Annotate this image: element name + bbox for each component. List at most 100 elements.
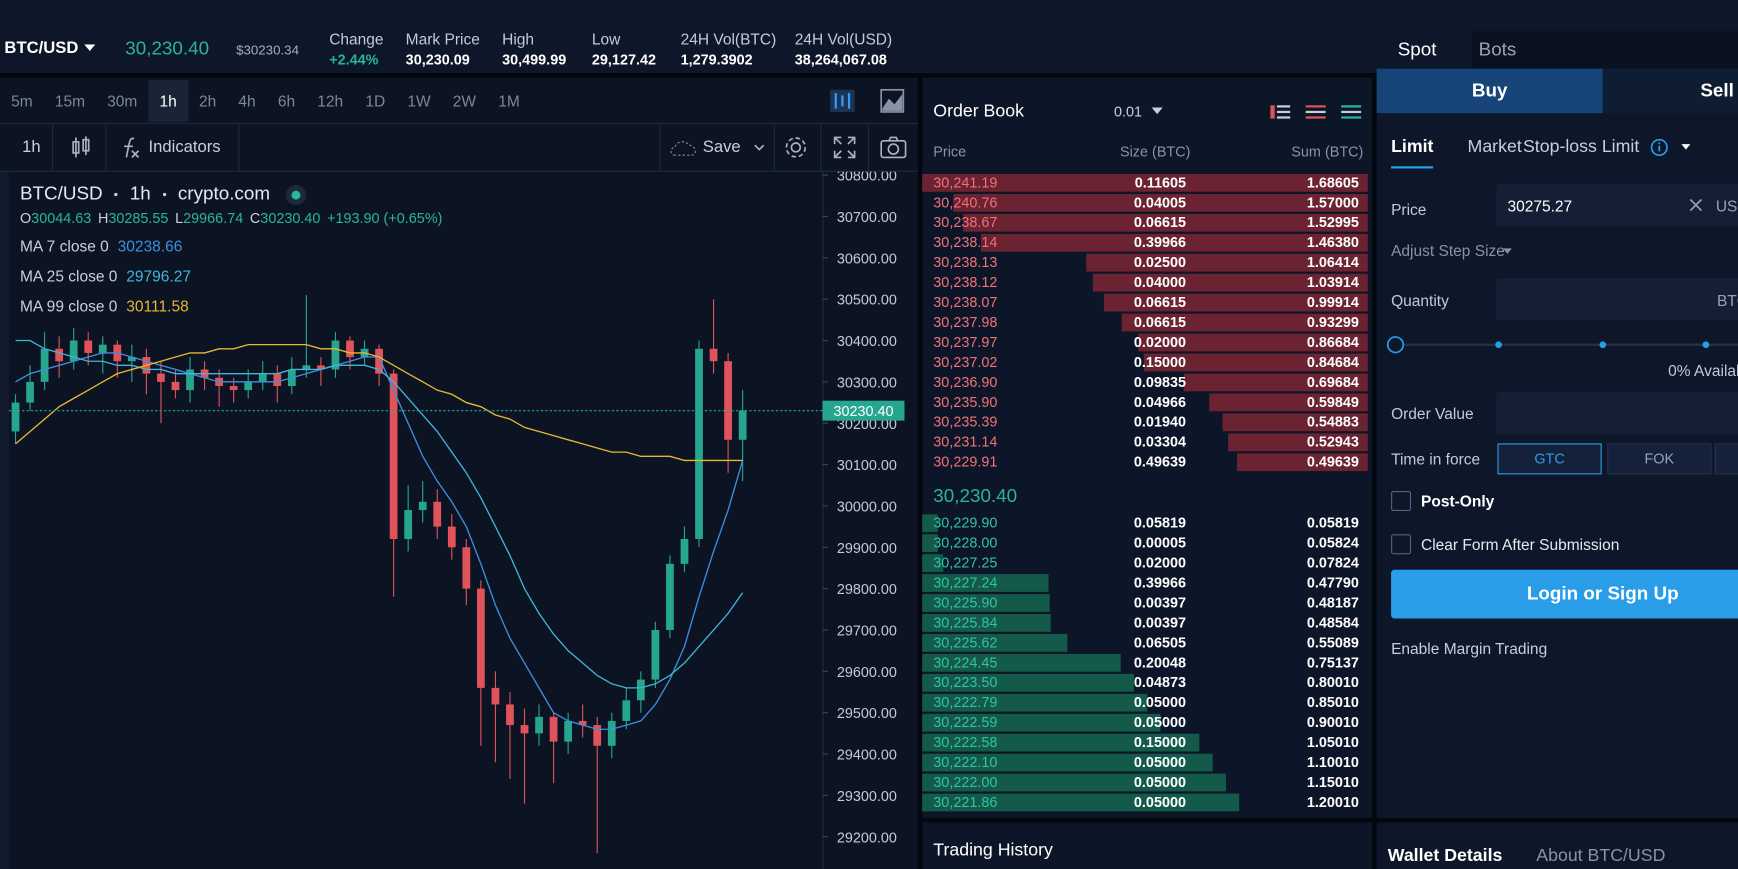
depth-bar bbox=[922, 614, 1051, 632]
order-row: 30,221.86 0.05000 1.20010 bbox=[922, 793, 1368, 813]
trading-history-title[interactable]: Trading History bbox=[933, 841, 1053, 861]
slider[interactable] bbox=[1386, 335, 1738, 355]
depth-bar bbox=[922, 753, 1213, 772]
candle-body bbox=[84, 340, 93, 353]
price-input[interactable]: 30275.27 USD bbox=[1496, 183, 1738, 227]
indicators-button[interactable]: Indicators bbox=[148, 137, 221, 157]
ma-value: 30238.66 bbox=[117, 237, 183, 255]
ohlc-value: 29966.74 bbox=[183, 209, 244, 227]
timeframe[interactable]: 2h bbox=[198, 91, 217, 110]
timeframe[interactable]: 2W bbox=[452, 91, 477, 110]
tab[interactable]: Bots bbox=[1478, 38, 1517, 60]
quantity-label: Quantity bbox=[1391, 291, 1449, 310]
depth-bar bbox=[980, 233, 1368, 252]
y-tick-label: 29600.00 bbox=[837, 665, 897, 681]
order-sum: 1.06414 bbox=[1306, 253, 1359, 271]
divider bbox=[659, 124, 661, 171]
fx-icon bbox=[124, 137, 140, 158]
view-icons[interactable] bbox=[1270, 103, 1365, 121]
adjust-step[interactable]: Adjust Step Size bbox=[1391, 241, 1505, 260]
post-only[interactable]: Post-Only bbox=[1420, 492, 1495, 510]
timeframe[interactable]: 1h bbox=[148, 79, 188, 122]
order-price: 30,238.14 bbox=[933, 233, 998, 251]
candle-body bbox=[55, 348, 64, 362]
timeframe[interactable]: 5m bbox=[11, 91, 33, 110]
divider bbox=[52, 124, 54, 171]
tif-option[interactable]: GTC bbox=[1497, 443, 1602, 475]
candle-body bbox=[578, 720, 587, 726]
tif-option[interactable] bbox=[1714, 443, 1738, 475]
order-type[interactable]: Market bbox=[1467, 137, 1522, 157]
order-value-input[interactable] bbox=[1496, 392, 1738, 435]
sell-tab[interactable]: Sell bbox=[1602, 68, 1738, 114]
order-type[interactable]: Limit bbox=[1391, 137, 1434, 157]
caret bbox=[1151, 107, 1163, 115]
order-price: 30,221.86 bbox=[933, 793, 998, 811]
tick-size[interactable]: 0.01 bbox=[1113, 103, 1143, 120]
checkbox[interactable] bbox=[1391, 491, 1412, 511]
order-row: 30,235.90 0.04966 0.59849 bbox=[922, 392, 1368, 412]
login-button[interactable]: Login or Sign Up bbox=[1391, 569, 1738, 619]
timeframe[interactable]: 6h bbox=[277, 91, 296, 110]
order-sum: 0.93299 bbox=[1306, 313, 1359, 331]
timeframe[interactable]: 15m bbox=[54, 91, 86, 110]
timeframe[interactable]: 1D bbox=[365, 91, 386, 110]
candle-body bbox=[127, 357, 136, 362]
pair[interactable]: BTC/USD bbox=[4, 38, 79, 58]
tif-option[interactable]: FOK bbox=[1607, 443, 1712, 475]
quantity-input[interactable]: BTC bbox=[1496, 278, 1738, 321]
order-size: 0.00005 bbox=[1133, 534, 1187, 551]
order-row: 30,222.59 0.05000 0.90010 bbox=[922, 713, 1368, 733]
order-type[interactable]: Stop-loss Limit bbox=[1522, 137, 1640, 157]
candle-view-icon[interactable] bbox=[829, 89, 856, 113]
about-tab[interactable]: About BTC/USD bbox=[1536, 846, 1666, 866]
fullscreen-icon[interactable] bbox=[833, 136, 856, 159]
settings-icon[interactable] bbox=[784, 135, 808, 159]
order-row: 30,238.67 0.06615 1.52995 bbox=[922, 213, 1368, 233]
chart-type-icon[interactable] bbox=[71, 135, 91, 159]
wallet-tab[interactable]: Wallet Details bbox=[1387, 846, 1503, 866]
timeframe[interactable]: 4h bbox=[238, 91, 256, 110]
info-icon[interactable] bbox=[1650, 137, 1694, 157]
depth-bar bbox=[1093, 273, 1368, 292]
buy-tab[interactable]: Buy bbox=[1376, 68, 1603, 114]
area-view-icon[interactable] bbox=[880, 88, 905, 113]
depth-bar bbox=[922, 554, 943, 572]
order-row: 30,223.50 0.04873 0.80010 bbox=[922, 673, 1368, 693]
candle-body bbox=[404, 510, 413, 540]
order-sum: 0.75137 bbox=[1306, 653, 1359, 671]
order-size: 0.11605 bbox=[1134, 174, 1187, 191]
order-row: 30,238.13 0.02500 1.06414 bbox=[922, 253, 1368, 273]
save-button[interactable]: Save bbox=[702, 137, 741, 157]
order-size: 0.04000 bbox=[1133, 273, 1187, 291]
snapshot-icon[interactable] bbox=[880, 136, 907, 159]
trade-panel: Spot Bots Buy Sell Limit Market Stop-los… bbox=[1376, 31, 1738, 819]
order-price: 30,227.24 bbox=[933, 574, 998, 591]
candle-body bbox=[549, 716, 558, 742]
stat-value: 38,264,067.08 bbox=[794, 50, 887, 68]
candle-body bbox=[476, 588, 485, 688]
order-row: 30,235.39 0.01940 0.54883 bbox=[922, 412, 1368, 432]
timeframe[interactable]: 1W bbox=[407, 91, 431, 110]
timeframe[interactable]: 30m bbox=[107, 91, 138, 110]
order-sum: 0.48187 bbox=[1306, 594, 1359, 611]
order-size: 0.00397 bbox=[1133, 614, 1187, 631]
candle-body bbox=[11, 402, 20, 432]
clear-form[interactable]: Clear Form After Submission bbox=[1420, 535, 1620, 554]
chart-legend: BTC/USD 1h crypto.com bbox=[20, 183, 307, 205]
timeframe[interactable]: 1M bbox=[498, 91, 520, 110]
tab[interactable]: Spot bbox=[1397, 38, 1437, 60]
y-tick-label: 29900.00 bbox=[837, 541, 897, 557]
clear-icon[interactable] bbox=[1689, 198, 1703, 212]
status-indicator bbox=[286, 184, 307, 205]
separator bbox=[0, 170, 918, 172]
checkbox[interactable] bbox=[1391, 534, 1412, 555]
candle-body bbox=[244, 381, 253, 391]
timeframe[interactable]: 12h bbox=[317, 91, 344, 110]
order-row: 30,237.97 0.02000 0.86684 bbox=[922, 333, 1368, 353]
candle-body bbox=[375, 348, 383, 374]
margin-link[interactable]: Enable Margin Trading bbox=[1391, 639, 1548, 658]
divider bbox=[238, 124, 240, 171]
order-sum: 0.05824 bbox=[1306, 534, 1359, 551]
interval-button[interactable]: 1h bbox=[22, 137, 41, 157]
